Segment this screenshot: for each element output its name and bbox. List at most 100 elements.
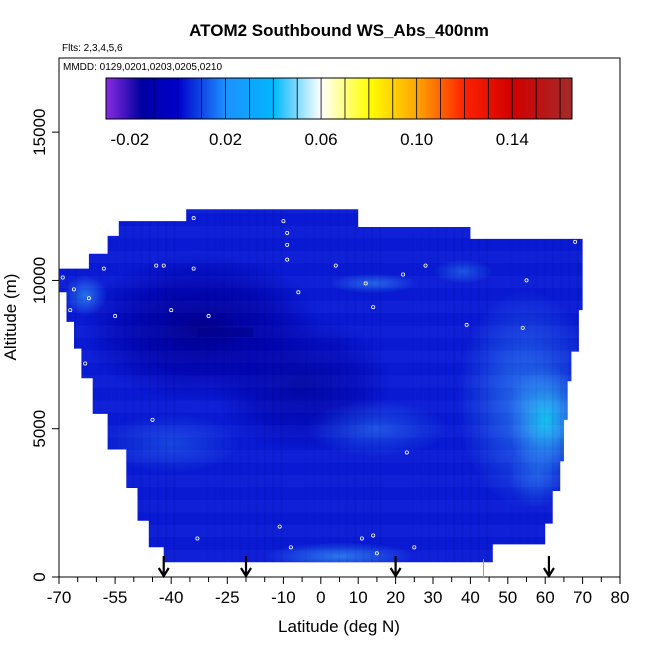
- profile-marker-arrow: [240, 556, 252, 579]
- sample-point: [101, 266, 106, 271]
- sample-point: [71, 287, 76, 292]
- sample-point: [191, 216, 196, 221]
- heatmap-column: [338, 209, 341, 563]
- x-tick-label: 60: [536, 588, 555, 607]
- colorbar-tick-label: -0.02: [111, 130, 150, 149]
- flights-label: Flts: 2,3,4,5,6: [62, 43, 123, 54]
- arrow-head: [543, 567, 555, 579]
- arrow-head: [389, 567, 402, 579]
- profile-marker-arrow: [543, 556, 555, 579]
- sample-point: [83, 361, 88, 366]
- sample-point: [464, 322, 469, 327]
- heatmap-column: [551, 209, 554, 563]
- sample-point: [169, 308, 174, 313]
- colorbar-tick-label: 0.10: [400, 130, 433, 149]
- heatmap-row: [59, 251, 620, 263]
- x-tick-label: 40: [461, 588, 480, 607]
- heatmap-column: [444, 209, 447, 563]
- sample-point: [535, 545, 540, 550]
- x-tick-label: -10: [271, 588, 296, 607]
- y-tick-label: 0: [30, 572, 49, 581]
- heatmap-row: [59, 425, 620, 437]
- colorbar-tick-label: 0.02: [209, 130, 242, 149]
- heatmap-row: [59, 438, 620, 450]
- heatmap-light-region: [63, 275, 108, 316]
- heatmap-column: [239, 209, 242, 563]
- sample-point: [296, 290, 301, 295]
- profile-marker-arrow: [157, 556, 170, 579]
- x-tick-label: 50: [498, 588, 517, 607]
- colorbar: [105, 77, 573, 120]
- heatmap-row: [59, 450, 620, 462]
- x-tick-label: -70: [47, 588, 72, 607]
- heatmap-row: [59, 525, 620, 537]
- y-axis: 0 5000 10000 15000: [30, 109, 59, 582]
- sample-point: [68, 308, 73, 313]
- x-tick-label: 80: [611, 588, 630, 607]
- heatmap-light-region: [328, 273, 419, 294]
- sample-point: [423, 263, 428, 268]
- sample-point: [401, 272, 406, 277]
- colorbar-tick-labels: -0.02 0.02 0.06 0.10 0.14: [111, 130, 529, 149]
- heatmap-column: [124, 209, 127, 563]
- heatmap-column: [543, 209, 546, 563]
- heatmap-row: [59, 238, 620, 250]
- heatmap-column: [453, 209, 456, 563]
- heatmap-light-region: [306, 400, 447, 457]
- colorbar-tick-label: 0.14: [496, 130, 529, 149]
- heatmap-column: [436, 209, 439, 563]
- heatmap-dark-stripe: [197, 327, 254, 337]
- heatmap-column: [173, 209, 176, 563]
- sample-point: [154, 263, 159, 268]
- sample-point: [161, 263, 166, 268]
- arrow-head: [157, 567, 170, 579]
- heatmap-column: [156, 209, 159, 563]
- heatmap-row: [59, 550, 620, 562]
- heatmap-column: [231, 209, 234, 563]
- heatmap-row: [59, 388, 620, 400]
- y-axis-label: Altitude (m): [1, 274, 20, 361]
- heatmap-column: [370, 209, 373, 563]
- x-tick-label: 70: [573, 588, 592, 607]
- heatmap-column: [560, 209, 563, 563]
- sample-point: [277, 524, 282, 529]
- heatmap-row: [59, 326, 620, 338]
- heatmap-column: [428, 209, 431, 563]
- sample-point: [285, 230, 290, 235]
- chart-title: ATOM2 Southbound WS_Abs_400nm: [189, 21, 489, 40]
- sample-point: [404, 450, 409, 455]
- y-tick-label: 15000: [30, 109, 49, 156]
- sample-point: [333, 263, 338, 268]
- heatmap-row: [59, 512, 620, 524]
- heatmap-column: [354, 209, 357, 563]
- heatmap-column: [280, 209, 283, 563]
- heatmap-column: [461, 209, 464, 563]
- sample-point: [150, 417, 155, 422]
- heatmap-column: [362, 209, 365, 563]
- heatmap-row: [59, 413, 620, 425]
- colorbar-tick-label: 0.06: [305, 130, 338, 149]
- heatmap-column: [379, 209, 382, 563]
- sample-point: [285, 257, 290, 262]
- sample-point: [191, 266, 196, 271]
- sample-point: [281, 219, 286, 224]
- colorbar-fill: [106, 78, 572, 119]
- heatmap-row: [59, 463, 620, 475]
- heatmap-row: [59, 226, 620, 238]
- heatmap-column: [477, 209, 480, 563]
- heatmap-column: [346, 209, 349, 563]
- heatmap-column: [486, 209, 489, 563]
- heatmap-column: [148, 209, 151, 563]
- heatmap-column: [329, 209, 332, 563]
- x-tick-label: 30: [424, 588, 443, 607]
- sample-point: [60, 275, 65, 280]
- sample-point: [371, 305, 376, 310]
- sample-points: [60, 216, 578, 577]
- heatmap-row: [59, 276, 620, 288]
- sample-point: [520, 325, 525, 330]
- y-tick-label: 10000: [30, 257, 49, 304]
- heatmap-row: [59, 338, 620, 350]
- heatmap-row: [59, 363, 620, 375]
- heatmap-column: [469, 209, 472, 563]
- sample-point: [371, 533, 376, 538]
